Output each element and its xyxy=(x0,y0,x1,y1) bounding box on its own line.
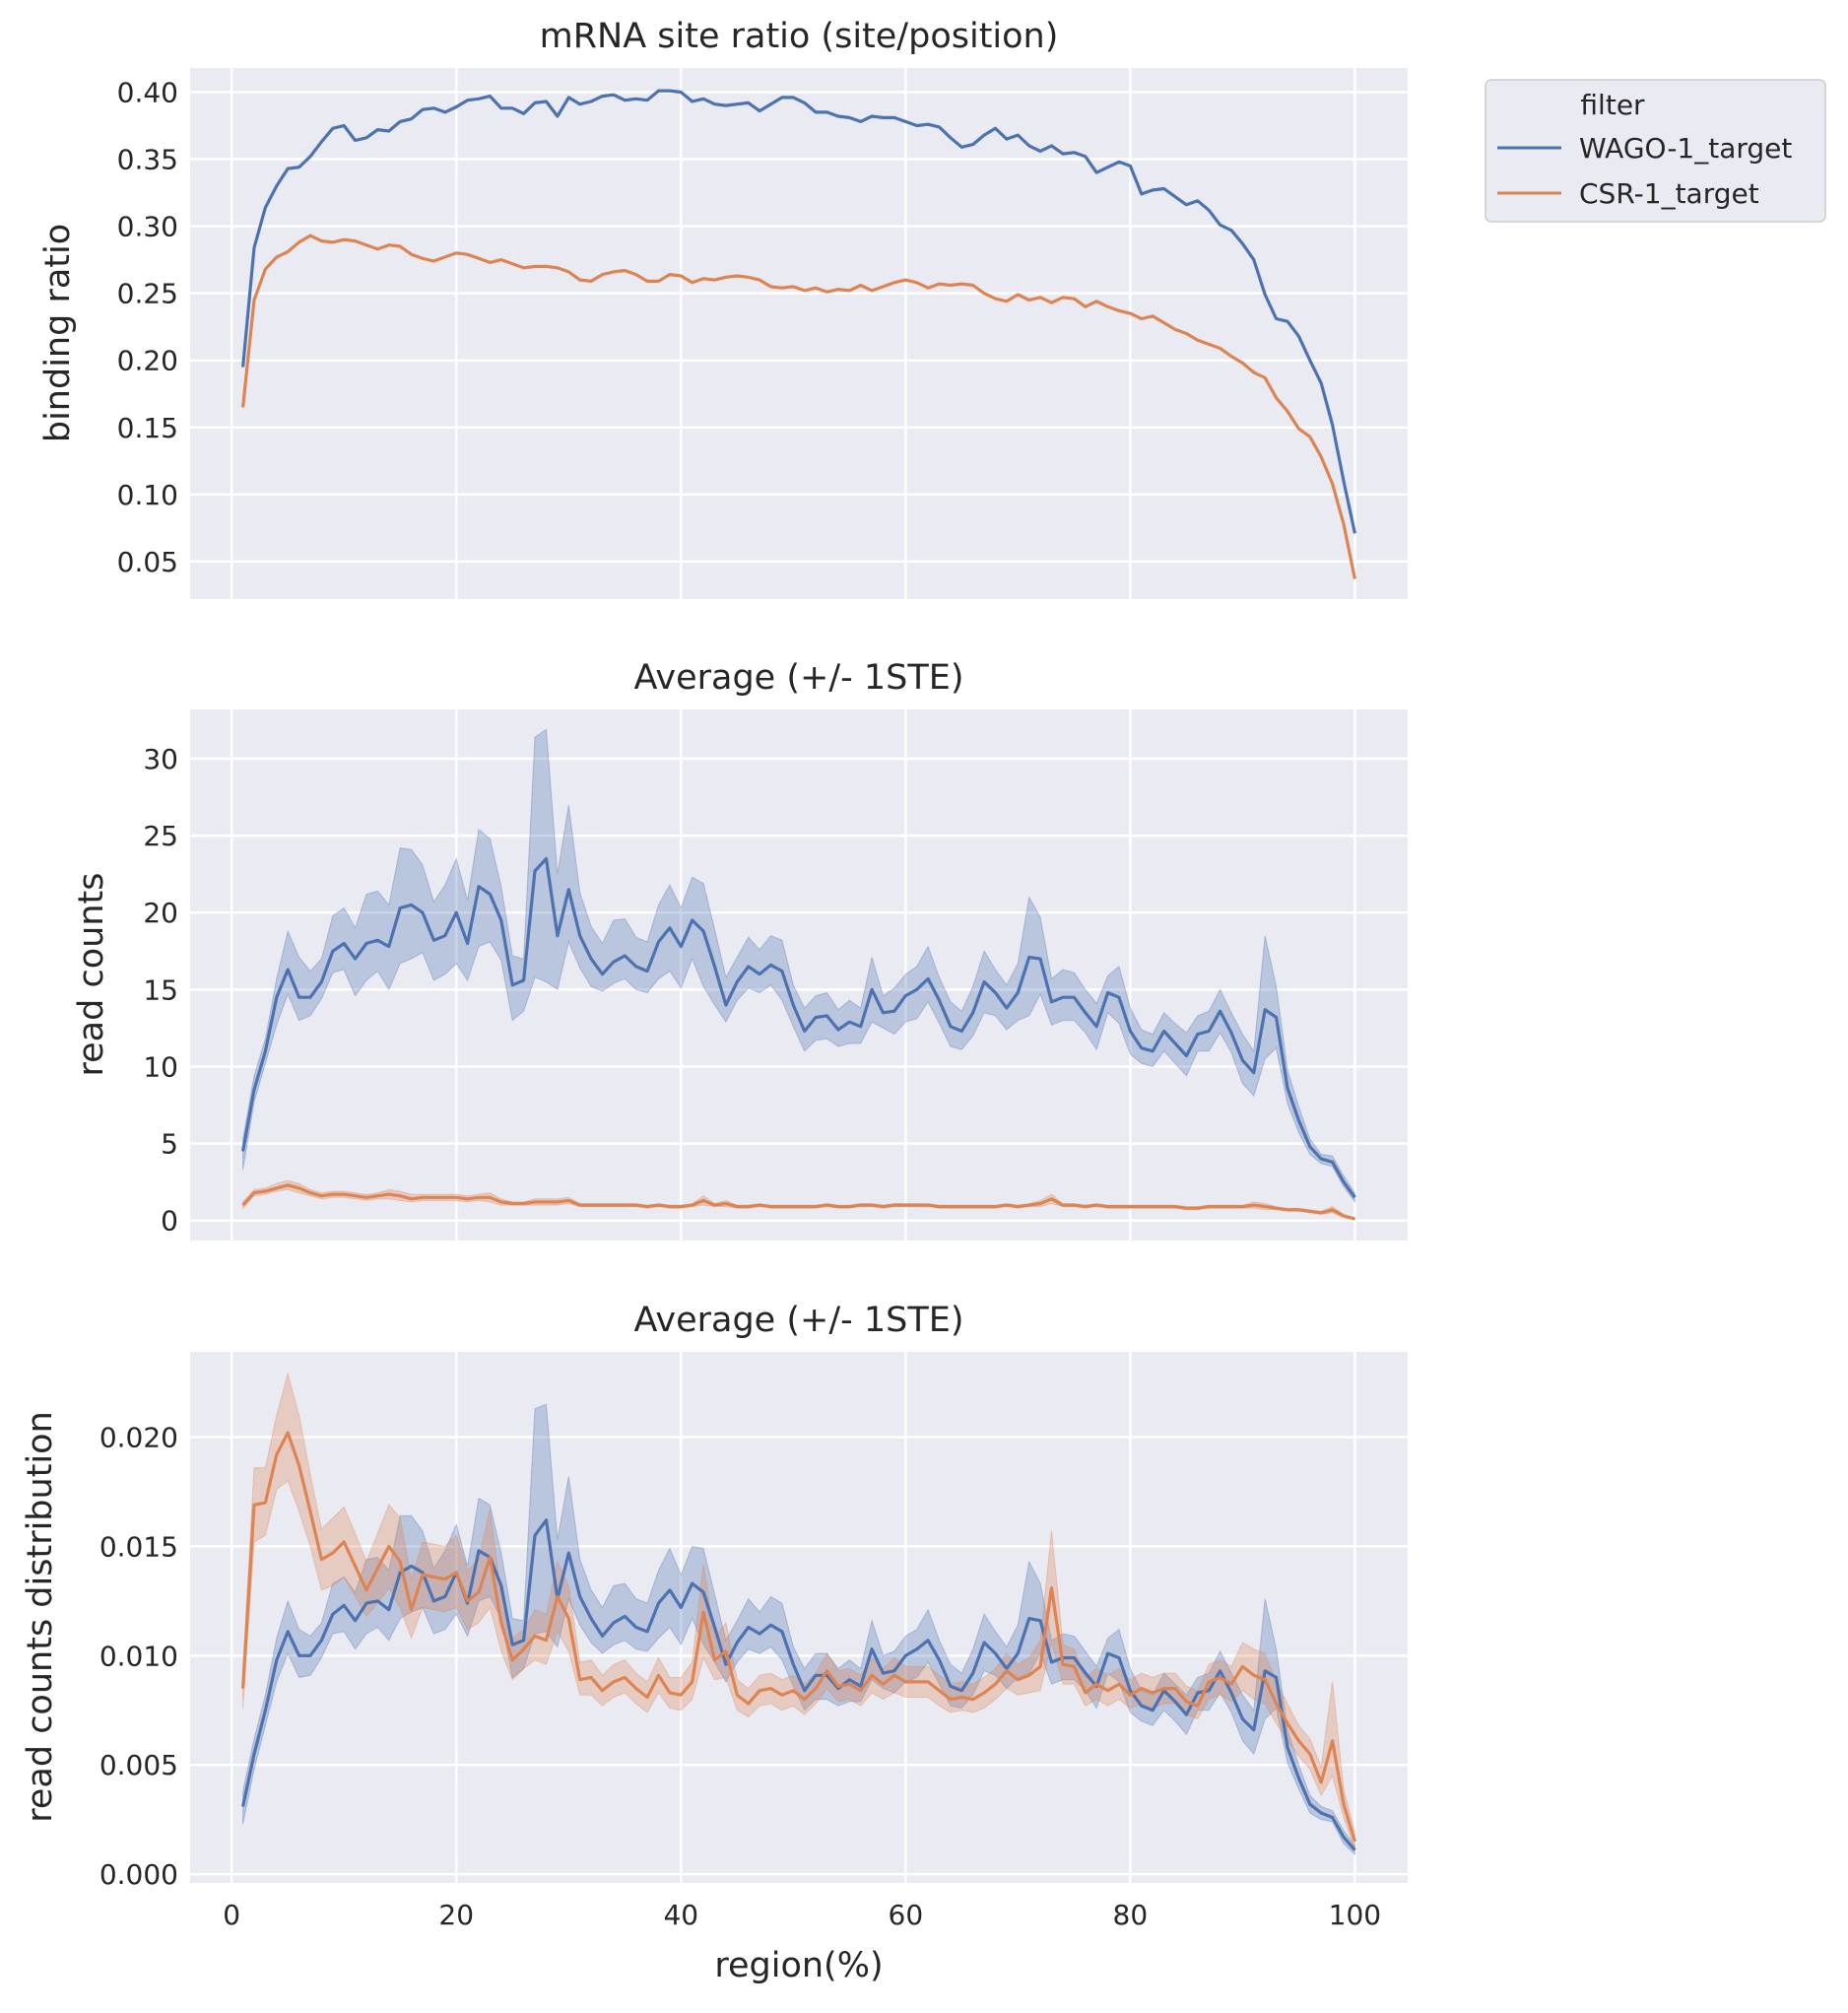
panel-read-counts-distribution: 0.000 0.005 0.010 0.015 0.020 Average (+/- 1… xyxy=(21,1301,1408,1891)
x-tick-label: 20 xyxy=(438,1899,474,1931)
panel-read-counts-ylabel: read counts xyxy=(72,873,111,1077)
panel-binding-ratio-yticks: 0.05 0.10 0.15 0.20 0.25 0.30 0.35 0.40 xyxy=(117,77,178,578)
legend: filter WAGO-1_target CSR-1_target xyxy=(1485,79,1826,223)
y-tick-label: 0.25 xyxy=(117,278,178,310)
y-tick-label: 0.35 xyxy=(117,144,178,176)
y-tick-label: 0.05 xyxy=(117,546,178,578)
y-tick-label: 20 xyxy=(143,897,178,929)
y-tick-label: 0.10 xyxy=(117,479,178,511)
y-tick-label: 0.30 xyxy=(117,211,178,243)
x-tick-label: 80 xyxy=(1113,1899,1149,1931)
series-line-csr xyxy=(241,1183,1355,1221)
panel-read-counts: 0 5 10 15 20 25 30 Average (+/- 1STE) read cou… xyxy=(72,658,1408,1241)
panel-read-counts-background xyxy=(190,709,1408,1241)
panel-binding-ratio-background xyxy=(190,68,1408,599)
y-tick-label: 10 xyxy=(143,1050,178,1083)
y-tick-label: 0.000 xyxy=(99,1858,178,1891)
panel-binding-ratio-title: mRNA site ratio (site/position) xyxy=(540,17,1059,56)
series-line-csr xyxy=(241,1431,1356,1843)
y-tick-label: 0.20 xyxy=(117,345,178,377)
panel-binding-ratio-grid xyxy=(190,68,1408,599)
panel-read-counts-distribution-ylabel: read counts distribution xyxy=(21,1411,60,1823)
x-tick-label: 100 xyxy=(1329,1899,1381,1931)
y-tick-label: 5 xyxy=(161,1128,178,1161)
series-line-wago xyxy=(241,89,1356,534)
x-axis-label: region(%) xyxy=(714,1946,883,1985)
confidence-band-wago xyxy=(242,1403,1355,1856)
panel-read-counts-grid xyxy=(190,709,1408,1241)
y-tick-label: 30 xyxy=(143,743,178,775)
y-tick-label: 15 xyxy=(143,973,178,1006)
y-tick-label: 0.010 xyxy=(99,1640,178,1672)
y-tick-label: 0.005 xyxy=(99,1749,178,1781)
panel-read-counts-title: Average (+/- 1STE) xyxy=(633,658,963,698)
panel-binding-ratio-lines xyxy=(241,89,1356,579)
y-tick-label: 0.40 xyxy=(117,77,178,109)
panel-read-counts-distribution-title: Average (+/- 1STE) xyxy=(633,1301,963,1340)
series-line-wago xyxy=(241,856,1356,1199)
x-tick-labels: 0 20 40 60 80 100 xyxy=(223,1899,1381,1931)
series-line-csr xyxy=(241,234,1356,579)
y-tick-label: 0.020 xyxy=(99,1422,178,1454)
x-tick-label: 60 xyxy=(889,1899,924,1931)
x-tick-label: 40 xyxy=(663,1899,698,1931)
y-tick-label: 0.015 xyxy=(99,1530,178,1563)
panel-read-counts-distribution-lines xyxy=(241,1431,1356,1851)
y-tick-label: 0.15 xyxy=(117,412,178,444)
legend-label-csr: CSR-1_target xyxy=(1579,177,1759,210)
panel-read-counts-distribution-yticks: 0.000 0.005 0.010 0.015 0.020 xyxy=(99,1422,178,1892)
y-tick-label: 0 xyxy=(161,1205,178,1238)
legend-title: filter xyxy=(1580,89,1645,121)
panel-binding-ratio-ylabel: binding ratio xyxy=(38,224,78,442)
panel-binding-ratio: 0.05 0.10 0.15 0.20 0.25 0.30 0.35 0.40 mRNA si… xyxy=(38,17,1408,599)
panel-read-counts-lines xyxy=(241,856,1356,1221)
legend-frame xyxy=(1485,79,1826,223)
y-tick-label: 25 xyxy=(143,820,178,852)
legend-label-wago: WAGO-1_target xyxy=(1579,132,1792,165)
panel-read-counts-yticks: 0 5 10 15 20 25 30 xyxy=(143,743,178,1238)
x-tick-label: 0 xyxy=(223,1899,240,1931)
confidence-band-wago xyxy=(242,728,1355,1204)
series-line-wago xyxy=(241,1518,1356,1851)
panel-read-counts-distribution-grid xyxy=(190,1352,1408,1883)
panel-read-counts-distribution-background xyxy=(190,1352,1408,1883)
